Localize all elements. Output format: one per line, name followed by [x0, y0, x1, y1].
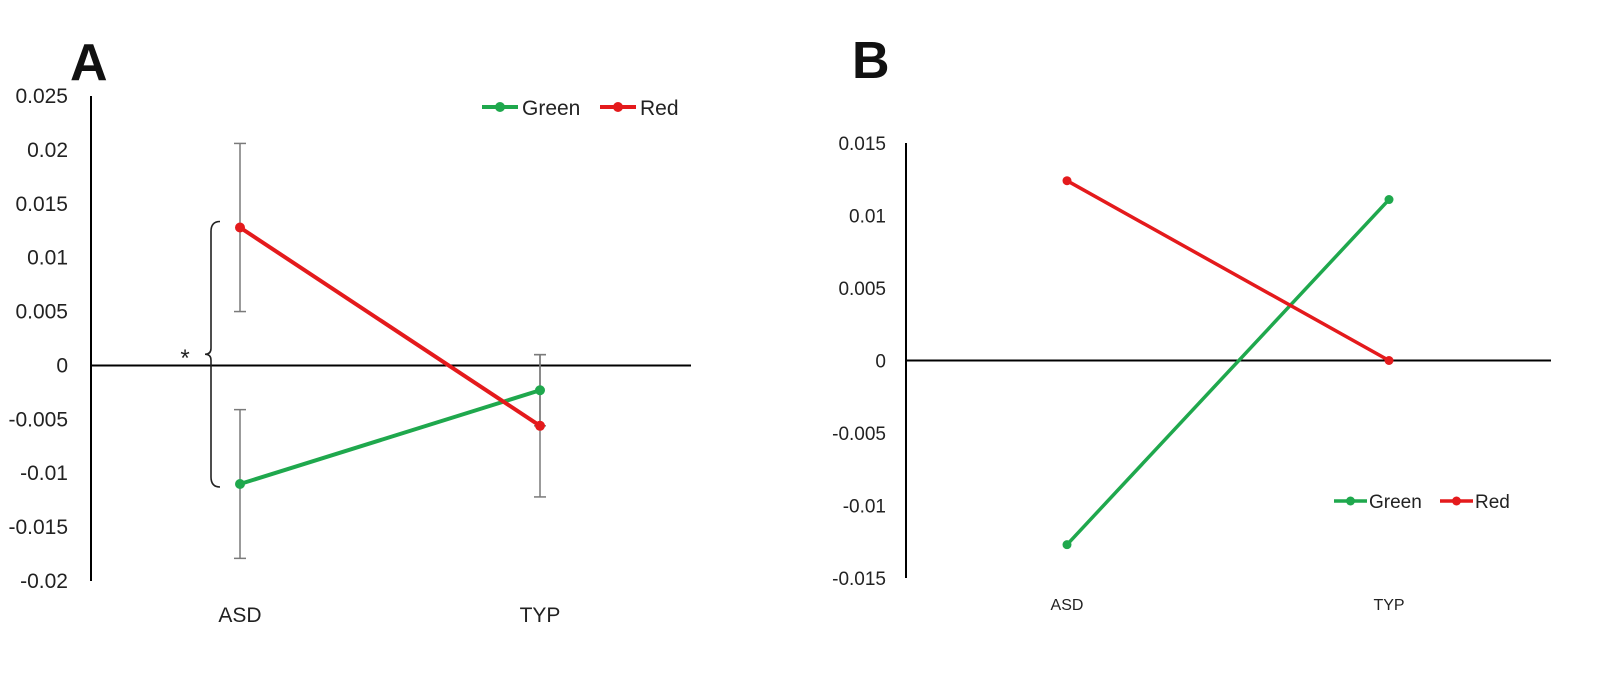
- y-tick-label: -0.02: [20, 570, 68, 593]
- data-point-red: [1062, 176, 1072, 186]
- panel-a: A0.025 0.02 0.015 0.01 0.005 0 -0.005 -0.01 -0.0…: [8, 34, 691, 627]
- y-tick-label: -0.01: [843, 497, 886, 518]
- x-category-label: ASD: [218, 604, 261, 627]
- y-tick-label: -0.015: [8, 516, 68, 539]
- data-point-green: [235, 479, 245, 489]
- y-tick-label: 0.015: [15, 193, 68, 216]
- legend-label: Green: [1369, 492, 1422, 513]
- x-category-label: TYP: [1373, 597, 1404, 614]
- data-point-red: [1384, 356, 1394, 365]
- legend-label: Red: [1475, 492, 1510, 513]
- panel-b: B 0.015 0.01 0.005 0 -0.005 -0.01 -0.015 ASD TYP G…: [832, 32, 1551, 614]
- y-tick-label: 0: [875, 352, 886, 373]
- data-point-red: [535, 420, 545, 431]
- series-line-red: [238, 225, 542, 428]
- panel-label: A: [70, 34, 108, 92]
- y-tick-label: 0.01: [849, 207, 886, 228]
- legend-swatch-marker: [495, 102, 505, 112]
- y-tick-label: 0: [56, 354, 68, 377]
- x-category-label: TYP: [520, 604, 561, 627]
- data-point-green: [535, 385, 545, 396]
- series-line-green: [1065, 198, 1391, 546]
- y-tick-label: 0.005: [838, 279, 886, 300]
- y-tick-label: -0.005: [832, 424, 886, 445]
- legend-swatch-marker: [1452, 496, 1461, 506]
- y-tick-label: -0.01: [20, 462, 68, 485]
- y-tick-label: 0.02: [27, 139, 68, 162]
- legend-swatch-marker: [1346, 496, 1355, 506]
- data-point-green: [1062, 540, 1072, 550]
- data-point-green: [1384, 195, 1394, 205]
- series-line-red: [1066, 179, 1390, 363]
- y-tick-label: -0.015: [832, 569, 886, 590]
- panel-label: B: [852, 32, 890, 90]
- y-tick-label: 0.025: [15, 85, 68, 108]
- y-tick-label: -0.005: [8, 408, 68, 431]
- series-line-green: [239, 388, 541, 486]
- significance-bracket: [204, 220, 221, 488]
- y-tick-label: 0.015: [838, 134, 886, 155]
- data-point-red: [235, 222, 245, 233]
- y-tick-label: 0.005: [15, 301, 68, 324]
- legend-label: Green: [522, 97, 580, 120]
- legend-label: Red: [640, 97, 679, 120]
- legend-swatch-marker: [613, 102, 623, 112]
- y-tick-label: 0.01: [27, 247, 68, 270]
- x-category-label: ASD: [1051, 597, 1084, 614]
- significance-asterisk: *: [180, 345, 189, 372]
